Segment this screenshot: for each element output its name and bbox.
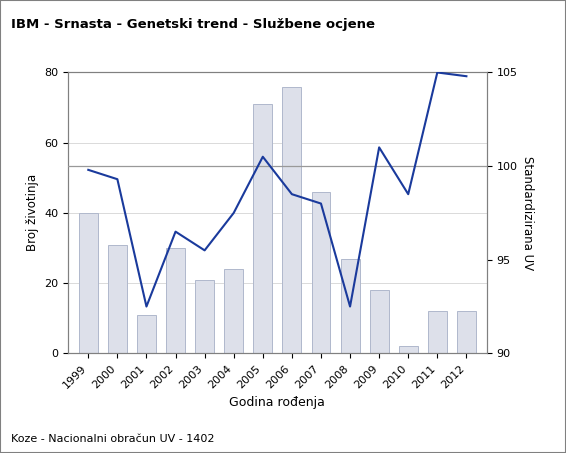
Text: Koze - Nacionalni obračun UV - 1402: Koze - Nacionalni obračun UV - 1402 xyxy=(11,434,215,444)
Y-axis label: Broj životinja: Broj životinja xyxy=(25,174,38,251)
Bar xyxy=(166,248,185,353)
Bar xyxy=(399,346,418,353)
Bar xyxy=(224,269,243,353)
Bar xyxy=(370,290,389,353)
Bar xyxy=(108,245,127,353)
X-axis label: Godina rođenja: Godina rođenja xyxy=(229,396,325,409)
Bar xyxy=(254,104,272,353)
Bar xyxy=(79,213,98,353)
Bar xyxy=(341,259,359,353)
Bar xyxy=(282,87,301,353)
Bar xyxy=(428,311,447,353)
Y-axis label: Standardizirana UV: Standardizirana UV xyxy=(521,156,534,270)
Text: IBM - Srnasta - Genetski trend - Službene ocjene: IBM - Srnasta - Genetski trend - Služben… xyxy=(11,18,375,31)
Bar xyxy=(457,311,476,353)
Bar xyxy=(137,315,156,353)
Bar xyxy=(311,192,331,353)
Bar xyxy=(195,280,214,353)
